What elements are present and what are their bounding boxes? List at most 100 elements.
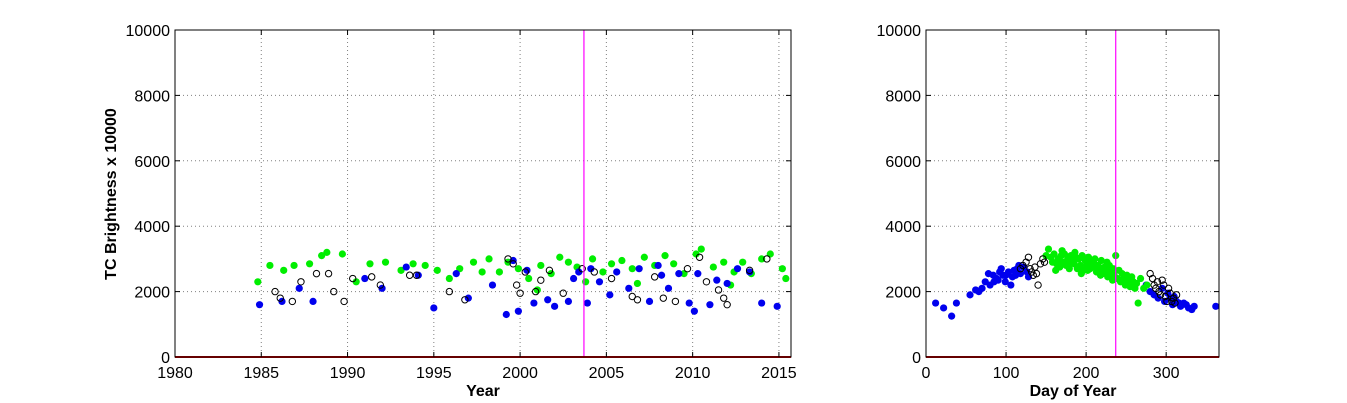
data-point: [338, 250, 346, 258]
data-point: [271, 287, 279, 296]
plot-frame: [174, 29, 792, 358]
data-point: [288, 297, 297, 306]
data-point: [255, 301, 264, 309]
plot-area: [175, 30, 791, 357]
data-point: [575, 268, 583, 276]
data-point: [433, 266, 441, 274]
data-point: [685, 299, 693, 307]
data-point: [305, 260, 314, 268]
data-point: [1064, 260, 1073, 268]
data-point: [1058, 247, 1066, 255]
data-point: [745, 268, 754, 276]
data-point: [1171, 299, 1179, 307]
data-point: [461, 296, 469, 304]
data-point: [485, 255, 493, 263]
data-point: [405, 271, 414, 279]
x-tick-label: 2010: [675, 365, 711, 382]
data-point: [414, 271, 422, 279]
data-point: [1040, 258, 1049, 266]
data-point: [361, 274, 369, 283]
data-point: [659, 294, 668, 302]
x-tick-label: 1990: [330, 365, 366, 382]
y-tick-label: 6000: [134, 154, 170, 171]
data-point: [564, 258, 573, 266]
data-point: [530, 299, 538, 307]
x-axis-label: Year: [466, 383, 500, 400]
y-tick-label: 8000: [885, 88, 921, 105]
data-point: [412, 271, 421, 279]
data-point: [607, 260, 616, 268]
tick-labels: 0 100 200 300 0 2000 4000 6000 8000 10000: [877, 23, 1219, 382]
data-point: [606, 291, 614, 299]
data-point: [324, 269, 333, 278]
x-tick-label: 2000: [502, 365, 538, 382]
x-tick-label: 2015: [761, 365, 797, 382]
data-point: [297, 278, 305, 286]
data-point: [559, 289, 567, 297]
data-point: [1190, 302, 1198, 310]
data-point: [1050, 250, 1058, 258]
data-point: [633, 279, 642, 288]
data-point: [516, 289, 524, 297]
data-point: [782, 274, 790, 283]
data-point: [978, 284, 986, 292]
data-point: [1032, 269, 1041, 278]
x-axis-label: Day of Year: [1030, 383, 1117, 400]
data-point: [671, 297, 680, 306]
x-tick-label: 1980: [157, 365, 193, 382]
data-point: [778, 265, 786, 273]
data-point: [720, 294, 728, 302]
data-point: [266, 261, 274, 270]
data-point: [366, 260, 374, 268]
data-point: [514, 307, 522, 315]
data-point: [1052, 266, 1060, 274]
data-point: [340, 297, 348, 306]
tick-labels: 1980 1985 1990 1995 2000 2005 2010 2015 0 2000 400…: [126, 23, 797, 382]
data-point: [521, 268, 529, 276]
data-point: [290, 261, 298, 270]
data-point: [618, 256, 626, 265]
y-tick-label: 2000: [134, 285, 170, 302]
data-point: [381, 258, 390, 266]
data-point: [628, 292, 636, 301]
data-point: [469, 258, 478, 266]
data-point: [595, 278, 604, 286]
data-point: [537, 261, 545, 270]
data-point: [690, 307, 698, 315]
data-point: [402, 263, 410, 271]
y-tick-label: 2000: [885, 285, 921, 302]
data-point: [323, 248, 331, 256]
data-point: [996, 268, 1004, 276]
data-point: [733, 265, 742, 273]
data-point: [523, 266, 531, 274]
data-point: [1077, 270, 1085, 278]
data-point: [758, 299, 766, 307]
data-point: [556, 253, 564, 261]
y-tick-label: 8000: [134, 88, 170, 105]
data-point: [583, 299, 591, 307]
data-point: [551, 302, 559, 310]
data-point: [720, 258, 728, 266]
data-point: [966, 291, 974, 299]
data-point: [1097, 256, 1105, 265]
data-point: [692, 250, 700, 258]
data-point: [1136, 274, 1145, 283]
data-point: [723, 279, 731, 288]
data-point: [661, 252, 669, 260]
data-point: [989, 271, 997, 279]
data-point: [1024, 253, 1033, 261]
data-points: [932, 245, 1220, 320]
data-point: [694, 270, 702, 278]
data-point: [588, 255, 597, 263]
data-point: [1034, 281, 1042, 289]
data-point: [430, 304, 438, 312]
data-point: [683, 265, 692, 273]
plot-area: [926, 30, 1219, 357]
year-panel: 1980 1985 1990 1995 2000 2005 2010 2015 0 2000 400…: [103, 23, 797, 400]
plot-frame: [925, 29, 1220, 358]
data-point: [723, 300, 731, 309]
data-point: [599, 268, 607, 276]
data-point: [533, 286, 541, 294]
data-point: [495, 268, 503, 276]
